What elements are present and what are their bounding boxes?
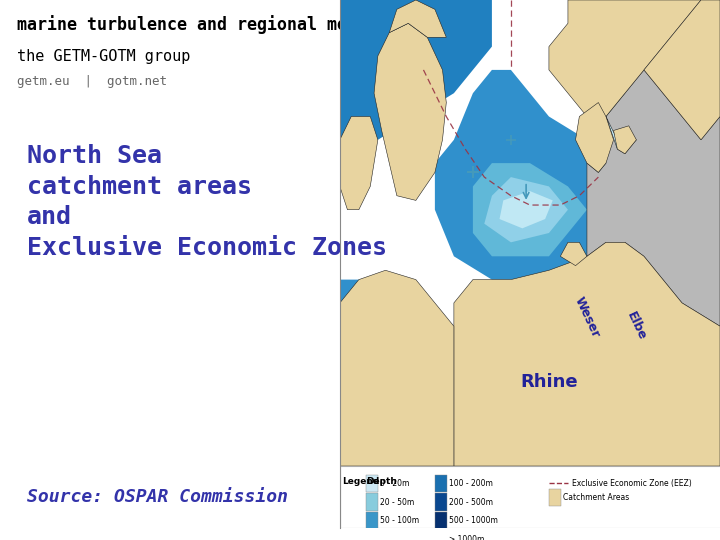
Text: Source: OSPAR Commission: Source: OSPAR Commission (27, 488, 288, 507)
Text: 0 - 20m: 0 - 20m (379, 479, 409, 488)
Text: getm.eu  |  gotm.net: getm.eu | gotm.net (17, 75, 167, 87)
Polygon shape (613, 126, 636, 154)
Text: the GETM-GOTM group: the GETM-GOTM group (17, 49, 190, 64)
Bar (435, 494, 447, 511)
Text: 50 - 100m: 50 - 100m (379, 516, 419, 525)
Polygon shape (575, 103, 613, 172)
Text: Elbe: Elbe (624, 310, 649, 342)
Polygon shape (485, 177, 568, 242)
Bar (435, 512, 447, 529)
Text: Weser: Weser (572, 294, 602, 340)
Polygon shape (500, 191, 553, 228)
Polygon shape (598, 112, 625, 149)
Text: Catchment Areas: Catchment Areas (563, 493, 629, 502)
Polygon shape (454, 242, 720, 466)
Polygon shape (587, 70, 720, 326)
Text: 200 - 500m: 200 - 500m (449, 497, 493, 507)
Polygon shape (390, 0, 446, 37)
Polygon shape (435, 70, 606, 280)
Polygon shape (560, 242, 587, 266)
Bar (549, 489, 561, 507)
Polygon shape (587, 93, 636, 163)
Polygon shape (340, 0, 492, 140)
Bar (366, 512, 378, 529)
Text: 100 - 200m: 100 - 200m (449, 479, 492, 488)
Bar (366, 475, 378, 492)
Bar (435, 531, 447, 540)
Text: > 1000m: > 1000m (449, 535, 485, 540)
Polygon shape (374, 23, 446, 200)
Polygon shape (340, 117, 378, 210)
Text: marine turbulence and regional models: marine turbulence and regional models (17, 16, 387, 35)
Polygon shape (340, 280, 435, 466)
Text: Legend: Legend (342, 477, 379, 486)
Bar (366, 494, 378, 511)
Bar (435, 475, 447, 492)
Polygon shape (644, 0, 720, 140)
Text: North Sea
catchment areas
and
Exclusive Economic Zones: North Sea catchment areas and Exclusive … (27, 144, 387, 260)
Text: 20 - 50m: 20 - 50m (379, 497, 414, 507)
Polygon shape (340, 373, 397, 466)
Polygon shape (340, 271, 454, 466)
Text: 500 - 1000m: 500 - 1000m (449, 516, 498, 525)
Polygon shape (549, 0, 701, 117)
Text: Exclusive Economic Zone (EEZ): Exclusive Economic Zone (EEZ) (572, 479, 691, 488)
Polygon shape (473, 163, 587, 256)
Text: Depth: Depth (366, 477, 397, 486)
Text: Rhine: Rhine (520, 373, 577, 391)
